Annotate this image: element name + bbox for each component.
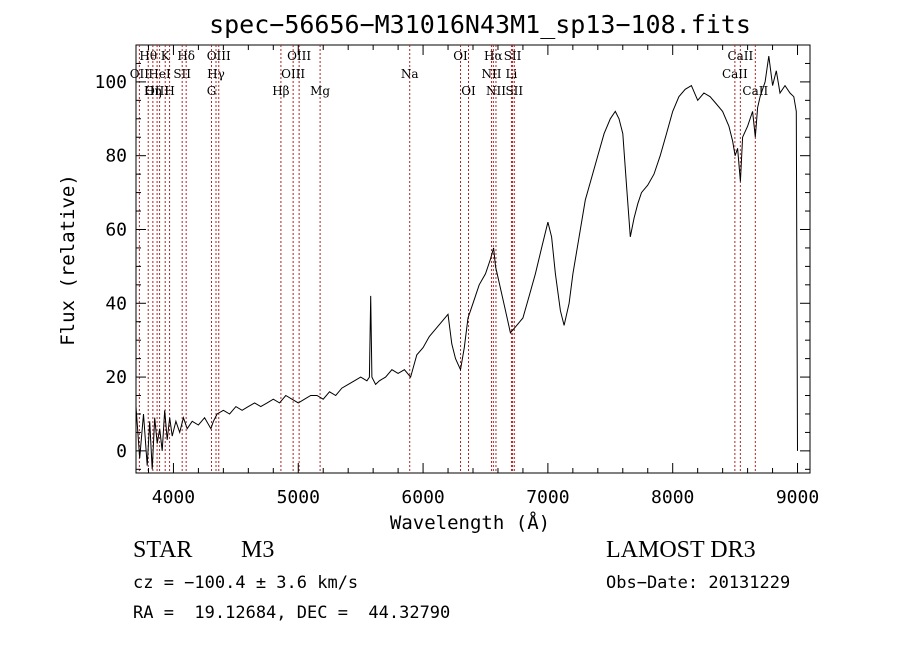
spectral-line-label: G xyxy=(207,84,217,98)
spectral-line-label: HeI xyxy=(148,67,171,81)
spectral-line-label: K xyxy=(161,49,171,63)
emission-lines xyxy=(138,45,756,473)
spectrum-line xyxy=(135,56,798,470)
y-tick-label: 0 xyxy=(116,441,127,462)
x-tick-label: 6000 xyxy=(401,487,444,508)
x-tick-label: 7000 xyxy=(526,487,569,508)
sky-coordinates: RA = 19.12684, DEC = 44.32790 xyxy=(133,603,451,623)
object-class: STAR xyxy=(133,537,193,563)
spectral-line-label: SII xyxy=(504,49,522,63)
spectral-line-label: OIII xyxy=(145,84,169,98)
spectral-line-label: OIII xyxy=(281,67,305,81)
chart-title: spec−56656−M31016N43M1_sp13−108.fits xyxy=(209,10,751,39)
y-tick-label: 80 xyxy=(105,146,127,167)
spectral-line-label: Hη xyxy=(144,84,162,98)
spectral-line-label: CaII xyxy=(742,84,768,98)
spectral-line-label: OIII xyxy=(287,49,311,63)
spectral-line-label: NII xyxy=(481,67,501,81)
spectral-line-label: Na xyxy=(401,67,419,81)
spectral-line-label: Mg xyxy=(310,84,330,98)
x-tick-label: 5000 xyxy=(277,487,320,508)
x-tick-label: 9000 xyxy=(776,487,819,508)
observation-date: Obs−Date: 20131229 xyxy=(606,573,791,593)
spectral-line-label: Hθ xyxy=(139,49,157,63)
spectral-line-label: OIII xyxy=(207,49,231,63)
spectral-line-label: CaII xyxy=(727,49,753,63)
y-tick-label: 20 xyxy=(105,367,127,388)
spectral-line-label: Hα xyxy=(484,49,503,63)
spectral-line-label: CaII xyxy=(722,67,748,81)
object-subclass: M3 xyxy=(241,537,275,563)
spectral-line-label: NII xyxy=(486,84,506,98)
spectral-line-label: SII xyxy=(505,84,523,98)
spectral-line-label: Hδ xyxy=(177,49,195,63)
spectral-line-label: Hγ xyxy=(207,67,225,81)
spectral-line-label: OI xyxy=(461,84,476,98)
y-tick-label: 60 xyxy=(105,219,127,240)
survey-name: LAMOST DR3 xyxy=(606,537,756,563)
spectral-line-label: H xyxy=(164,84,174,98)
spectral-line-label: Li xyxy=(506,67,518,81)
y-tick-label: 100 xyxy=(94,72,127,93)
spectral-line-label: Hβ xyxy=(272,84,289,98)
x-tick-label: 4000 xyxy=(152,487,195,508)
plot-frame xyxy=(135,44,811,474)
x-tick-label: 8000 xyxy=(651,487,694,508)
y-axis: 0 20 40 60 80 100 xyxy=(94,62,810,470)
spectral-line-label: OI xyxy=(453,49,468,63)
spectrum-chart: spec−56656−M31016N43M1_sp13−108.fits Hθ O… xyxy=(57,10,819,534)
x-axis: 4000 5000 6000 7000 8000 9000 xyxy=(147,45,819,508)
spectral-line-label: SII xyxy=(173,67,191,81)
y-tick-label: 40 xyxy=(105,293,127,314)
x-axis-label: Wavelength (Å) xyxy=(390,511,550,534)
spectral-line-label: OII xyxy=(130,67,150,81)
y-axis-label: Flux (relative) xyxy=(57,174,79,346)
redshift-velocity: cz = −100.4 ± 3.6 km/s xyxy=(133,573,359,593)
